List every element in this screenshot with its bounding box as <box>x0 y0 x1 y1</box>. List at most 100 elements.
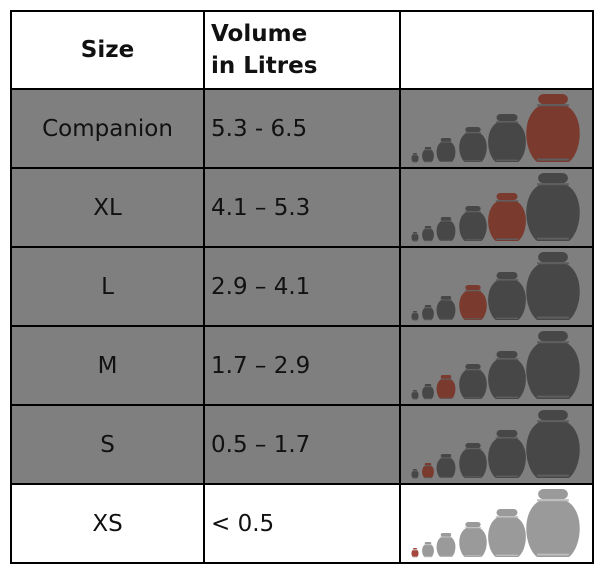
urn-band <box>464 211 482 213</box>
urn-band <box>464 290 482 292</box>
urn-lid <box>424 542 432 545</box>
urn-foot <box>537 237 569 240</box>
urn <box>422 386 434 399</box>
urn-cell <box>399 88 594 169</box>
urn-foot <box>537 553 569 556</box>
urn-band <box>440 457 452 459</box>
urn <box>411 154 419 162</box>
urn <box>436 220 456 241</box>
urn-icons <box>411 173 580 242</box>
urn <box>488 121 526 162</box>
urn <box>422 228 434 241</box>
urn-band <box>424 386 432 388</box>
table-row: XS < 0.5 <box>10 483 594 564</box>
urn-band <box>440 378 452 380</box>
urn-cell <box>399 246 594 327</box>
urn-lid <box>413 232 417 234</box>
urn-lid <box>440 533 452 537</box>
urn <box>436 299 456 320</box>
urn-band <box>440 536 452 538</box>
urn-foot <box>424 556 432 558</box>
urn-foot <box>440 555 452 557</box>
urn <box>526 183 580 241</box>
urn-icons <box>411 94 580 163</box>
urn-band <box>537 499 569 502</box>
urn-foot <box>495 159 519 162</box>
volume-cell: 5.3 - 6.5 <box>203 88 401 169</box>
urn <box>488 516 526 557</box>
urn-band <box>424 544 432 546</box>
urn-foot <box>537 158 569 161</box>
urn-foot <box>424 161 432 163</box>
urn-lid <box>538 410 568 421</box>
urn-band <box>495 358 519 360</box>
volume-cell: 2.9 – 4.1 <box>203 246 401 327</box>
urn-band <box>412 549 418 551</box>
urn-foot <box>440 318 452 320</box>
urn-foot <box>412 240 418 242</box>
urn <box>422 544 434 557</box>
table-row: M 1.7 – 2.9 <box>10 325 594 406</box>
urn-foot <box>412 161 418 163</box>
urn-lid <box>538 489 568 500</box>
urn <box>411 312 419 320</box>
urn-foot <box>424 398 432 400</box>
urn <box>488 437 526 478</box>
urn-band <box>495 121 519 123</box>
urn <box>436 141 456 162</box>
urn-icons <box>411 410 580 479</box>
urn-cell <box>399 167 594 248</box>
urn <box>526 499 580 557</box>
urn <box>459 448 487 478</box>
urn-lid <box>465 127 481 133</box>
urn-lid <box>413 311 417 313</box>
table-row: XL 4.1 – 5.3 <box>10 167 594 248</box>
volume-cell: 4.1 – 5.3 <box>203 167 401 248</box>
urn-band <box>412 312 418 314</box>
urn-lid <box>424 384 432 387</box>
urn-lid <box>465 206 481 212</box>
urn-band <box>412 154 418 156</box>
urn-band <box>424 307 432 309</box>
size-cell: XL <box>10 167 205 248</box>
urn-lid <box>440 296 452 300</box>
urn-band <box>440 299 452 301</box>
urn-foot <box>464 239 482 241</box>
urn-band <box>440 141 452 143</box>
urn-lid <box>465 364 481 370</box>
table-row: S 0.5 – 1.7 <box>10 404 594 485</box>
header-volume: Volume in Litres <box>203 10 401 90</box>
header-blank <box>399 10 594 90</box>
urn <box>411 470 419 478</box>
urn-lid <box>424 147 432 150</box>
urn-foot <box>495 317 519 320</box>
urn-lid <box>440 138 452 142</box>
urn <box>422 307 434 320</box>
urn-foot <box>464 555 482 557</box>
size-cell: XS <box>10 483 205 564</box>
urn <box>459 211 487 241</box>
urn <box>411 549 419 557</box>
header-volume-text: Volume in Litres <box>211 21 318 79</box>
urn-lid <box>424 463 432 466</box>
urn-lid <box>440 375 452 379</box>
urn <box>459 132 487 162</box>
urn-band <box>495 516 519 518</box>
urn-lid <box>440 217 452 221</box>
urn-band <box>537 183 569 186</box>
urn <box>488 358 526 399</box>
urn <box>526 104 580 162</box>
urn <box>526 341 580 399</box>
urn-foot <box>412 556 418 558</box>
volume-cell: 0.5 – 1.7 <box>203 404 401 485</box>
urn <box>526 262 580 320</box>
urn-band <box>464 132 482 134</box>
table-body: Companion 5.3 - 6.5 XL 4.1 – 5.3 L 2.9 – 4.1 M… <box>10 88 594 564</box>
urn-lid <box>496 114 518 122</box>
urn-lid <box>465 522 481 528</box>
urn-icons <box>411 489 580 558</box>
volume-cell: < 0.5 <box>203 483 401 564</box>
urn-band <box>537 341 569 344</box>
urn-foot <box>412 477 418 479</box>
urn-foot <box>464 318 482 320</box>
